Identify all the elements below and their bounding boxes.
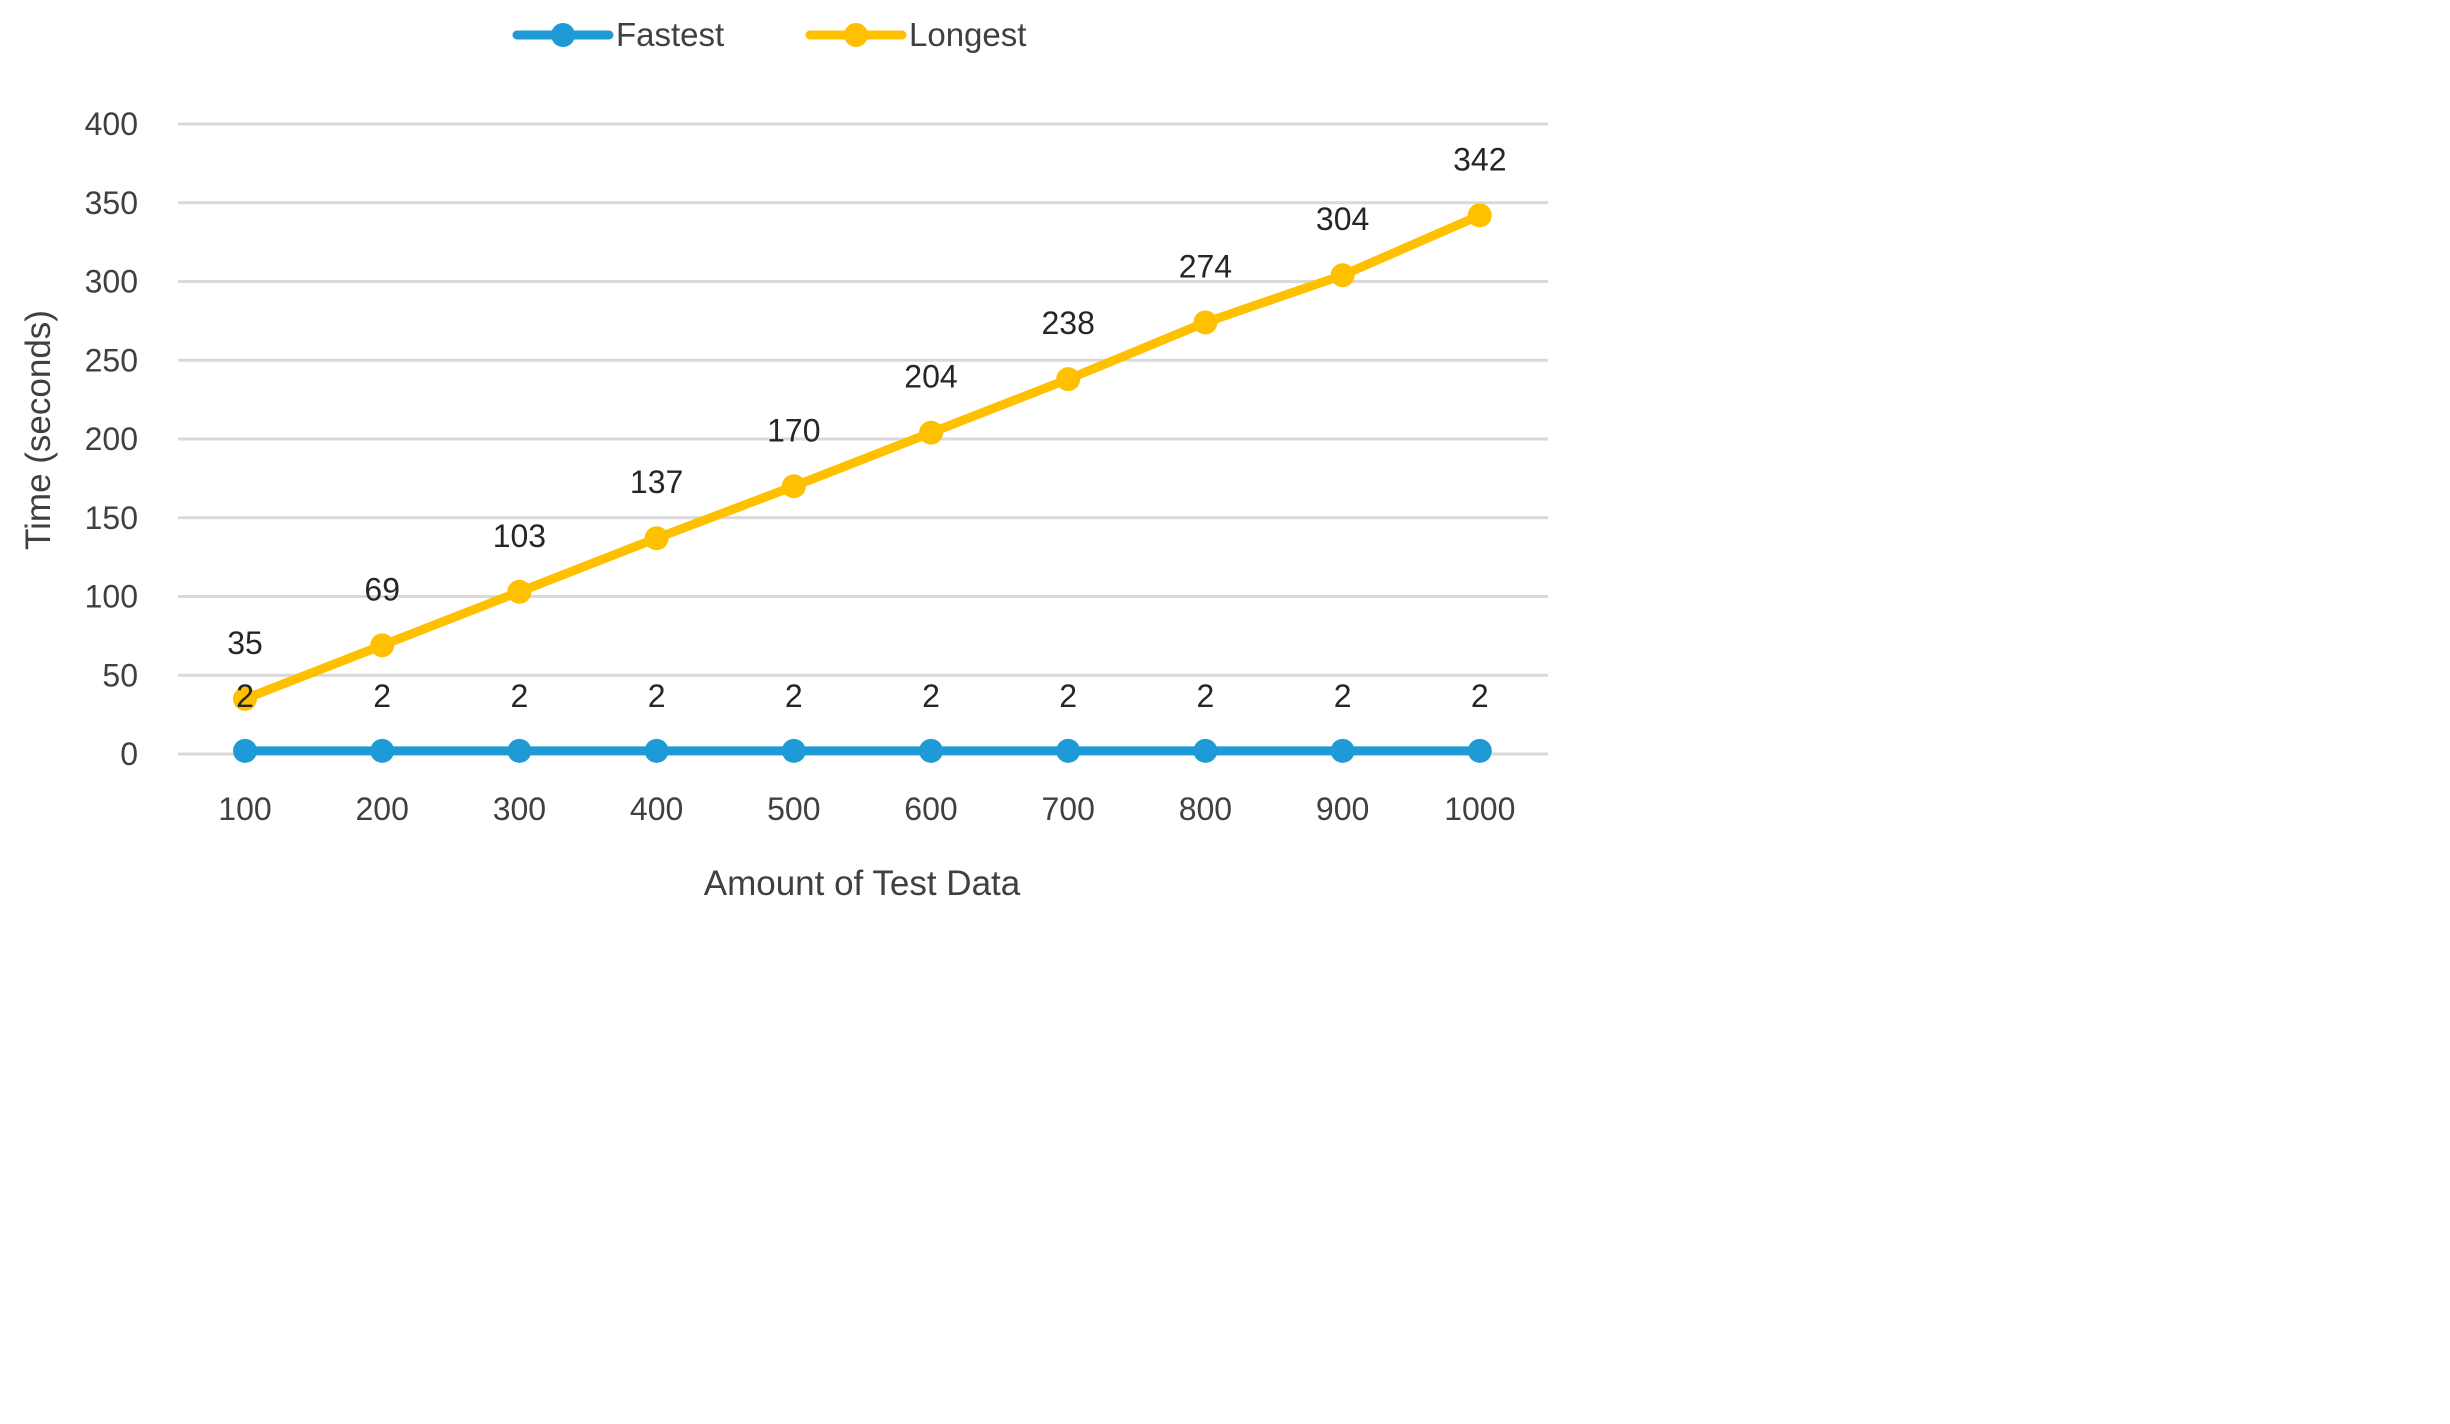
data-point-fastest: [233, 738, 257, 763]
legend-label-longest: Longest: [909, 16, 1026, 53]
data-label-fastest: 2: [236, 678, 254, 714]
data-point-fastest: [370, 738, 395, 763]
data-label-longest: 342: [1453, 141, 1506, 177]
x-tick-label: 700: [1042, 791, 1095, 827]
data-label-longest: 35: [227, 625, 263, 661]
legend-marker-longest: [844, 23, 868, 47]
x-tick-label: 800: [1179, 791, 1232, 827]
x-tick-label: 200: [356, 791, 409, 827]
line-chart: 0 50 100 150 200 250 300 350 400 100 200 300 400 500…: [19, 16, 1548, 903]
data-label-fastest: 2: [1334, 678, 1352, 714]
data-label-longest: 103: [493, 518, 546, 554]
data-label-fastest: 2: [1059, 678, 1077, 714]
legend-label-fastest: Fastest: [616, 16, 724, 53]
y-tick-label: 250: [85, 342, 138, 378]
y-tick-label: 0: [120, 736, 138, 772]
x-tick-label: 900: [1316, 791, 1369, 827]
data-point-longest: [919, 420, 943, 445]
y-tick-label: 300: [85, 264, 138, 300]
data-point-longest: [1330, 263, 1355, 288]
data-label-longest: 69: [364, 571, 400, 607]
data-point-fastest: [644, 738, 669, 763]
x-tick-label: 500: [767, 791, 820, 827]
data-label-fastest: 2: [1471, 678, 1489, 714]
x-tick-label: 400: [630, 791, 683, 827]
data-point-fastest: [781, 738, 806, 763]
data-point-fastest: [507, 738, 532, 763]
x-tick-label: 100: [218, 791, 271, 827]
x-tick-label: 1000: [1444, 791, 1515, 827]
data-point-longest: [507, 579, 532, 604]
legend: Fastest Longest: [512, 16, 1026, 53]
data-label-fastest: 2: [511, 678, 529, 714]
gridlines: [178, 122, 1548, 756]
data-label-longest: 204: [904, 359, 957, 395]
y-tick-label: 100: [85, 579, 138, 615]
data-labels: 2 2 2 2 2 2 2 2 2 2 35 69 103 137 170 204 238 274 304 342: [227, 141, 1506, 714]
data-point-fastest: [1056, 738, 1081, 763]
legend-item-fastest: Fastest: [512, 16, 724, 53]
legend-item-longest: Longest: [805, 16, 1026, 53]
legend-marker-fastest: [551, 23, 575, 47]
y-tick-label: 150: [85, 500, 138, 536]
data-point-fastest: [1193, 738, 1218, 763]
data-label-fastest: 2: [1197, 678, 1215, 714]
x-axis-ticks: 100 200 300 400 500 600 700 800 900 1000: [218, 791, 1515, 827]
data-point-fastest: [919, 738, 943, 763]
data-point-longest: [233, 686, 257, 711]
chart-container: 0 50 100 150 200 250 300 350 400 100 200 300 400 500…: [0, 0, 1563, 912]
y-tick-label: 200: [85, 421, 138, 457]
y-tick-label: 400: [85, 106, 138, 142]
series-group: [233, 203, 1492, 763]
data-label-fastest: 2: [648, 678, 666, 714]
data-label-fastest: 2: [922, 678, 940, 714]
data-point-longest: [1056, 367, 1081, 392]
y-tick-label: 350: [85, 185, 138, 221]
x-tick-label: 600: [904, 791, 957, 827]
data-label-longest: 238: [1042, 305, 1095, 341]
x-axis-title: Amount of Test Data: [704, 864, 1021, 903]
data-point-fastest: [1467, 738, 1492, 763]
data-point-longest: [370, 633, 395, 658]
x-tick-label: 300: [493, 791, 546, 827]
y-tick-label: 50: [102, 657, 138, 693]
data-label-longest: 274: [1179, 248, 1232, 284]
data-label-longest: 304: [1316, 201, 1369, 237]
data-point-longest: [1193, 310, 1218, 335]
data-point-longest: [781, 474, 806, 499]
data-label-longest: 137: [630, 464, 683, 500]
data-point-longest: [644, 526, 669, 551]
data-point-longest: [1467, 203, 1492, 228]
data-label-longest: 170: [767, 412, 820, 448]
y-axis-title: Time (seconds): [19, 310, 58, 550]
data-label-fastest: 2: [373, 678, 391, 714]
y-axis-ticks: 0 50 100 150 200 250 300 350 400: [85, 106, 138, 772]
series-line-longest: [240, 210, 1485, 704]
data-label-fastest: 2: [785, 678, 803, 714]
data-point-fastest: [1330, 738, 1355, 763]
